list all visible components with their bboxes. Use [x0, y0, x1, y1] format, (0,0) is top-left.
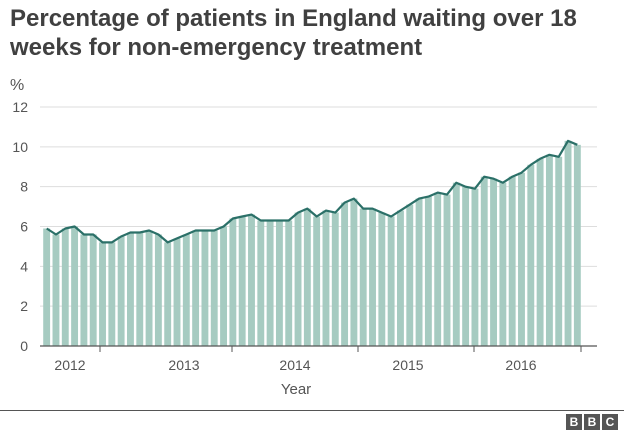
bar [369, 208, 376, 346]
bar [406, 204, 414, 346]
bar [322, 210, 330, 346]
footer-divider [0, 410, 624, 411]
logo-letter: C [602, 414, 618, 430]
chart-title: Percentage of patients in England waitin… [10, 5, 577, 61]
bar [266, 220, 274, 346]
trend-line [46, 139, 578, 244]
x-tick-label: 2016 [505, 357, 536, 373]
x-tick-label: 2014 [279, 357, 310, 373]
bar [378, 212, 386, 346]
x-tick-label: 2013 [168, 357, 199, 373]
y-tick-label: 2 [20, 298, 28, 314]
bar [136, 232, 144, 346]
bar [415, 198, 423, 346]
bar [43, 228, 51, 346]
bar [313, 216, 321, 346]
y-axis-tick-labels: 0 2 4 6 8 10 12 [12, 99, 28, 354]
bar [434, 192, 442, 346]
bar [452, 182, 460, 346]
bar [52, 234, 60, 346]
x-axis-ticks [99, 346, 582, 352]
bar [201, 230, 209, 346]
bar [294, 212, 302, 346]
x-tick-label: 2012 [54, 357, 85, 373]
bar [443, 194, 451, 346]
bar [331, 212, 339, 346]
y-tick-label: 10 [12, 139, 28, 155]
bar [508, 176, 516, 346]
bar [229, 218, 237, 346]
bar [99, 242, 106, 346]
bars [43, 140, 581, 346]
y-tick-label: 12 [12, 99, 28, 115]
y-tick-label: 8 [20, 179, 28, 195]
bar [182, 234, 190, 346]
bar [89, 234, 97, 346]
bar [545, 154, 553, 346]
bar [536, 158, 544, 346]
bar [275, 220, 283, 346]
bbc-logo: B B C [566, 414, 618, 430]
bar [387, 216, 395, 346]
bar [499, 182, 507, 346]
x-tick-label: 2015 [392, 357, 423, 373]
bar [127, 232, 134, 346]
bar [573, 144, 581, 346]
logo-letter: B [584, 414, 600, 430]
bar [303, 208, 311, 346]
bar [117, 236, 125, 346]
logo-letter: B [566, 414, 582, 430]
bar [350, 198, 358, 346]
y-tick-label: 0 [20, 338, 28, 354]
y-tick-label: 4 [20, 258, 28, 274]
bar [527, 164, 535, 346]
x-axis-tick-labels: 2012 2013 2014 2015 2016 [54, 357, 536, 373]
bar [359, 208, 367, 346]
bar [257, 220, 265, 346]
bar [564, 140, 572, 346]
bar [424, 196, 432, 346]
bar [555, 156, 563, 346]
bar [164, 242, 172, 346]
bar [518, 172, 525, 346]
bar [154, 234, 162, 346]
bar [71, 226, 79, 346]
bar [462, 186, 470, 346]
bar [397, 210, 404, 346]
x-axis-title: Year [281, 381, 311, 398]
bar [145, 230, 153, 346]
bar [108, 242, 116, 346]
bar [490, 178, 497, 346]
bar [61, 228, 69, 346]
bar [192, 230, 200, 346]
bar [238, 216, 246, 346]
bar [210, 230, 218, 346]
bar [80, 234, 88, 346]
bar [480, 176, 488, 346]
bar [341, 202, 349, 346]
bar [173, 238, 181, 346]
bar [220, 226, 227, 346]
bar [285, 220, 293, 346]
bar [471, 188, 479, 346]
y-axis-unit-label: % [10, 77, 24, 94]
y-tick-label: 6 [20, 219, 28, 235]
bar [248, 214, 255, 346]
